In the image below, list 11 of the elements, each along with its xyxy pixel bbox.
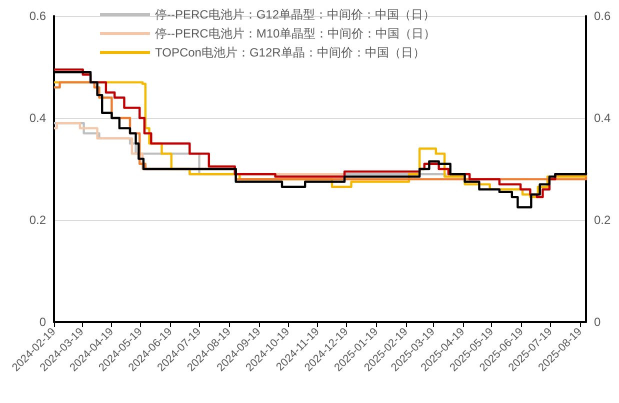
y-tick-label: 0.2 <box>29 213 46 227</box>
legend-label: 停--PERC电池片：M10单晶型：中间价：中国（日） <box>155 26 436 40</box>
y2-tick-label: 0 <box>594 315 601 329</box>
y-tick-label: 0.6 <box>29 9 46 23</box>
y-tick-label: 0.4 <box>29 111 46 125</box>
y2-tick-label: 0.6 <box>594 9 612 23</box>
y-tick-label: 0 <box>39 315 46 329</box>
y2-tick-label: 0.2 <box>594 213 612 227</box>
y2-tick-label: 0.4 <box>594 111 612 125</box>
legend-label: TOPCon电池片：G12R单晶：中间价：中国（日） <box>155 46 425 60</box>
legend-label: 停--PERC电池片：G12单晶型：中间价：中国（日） <box>155 8 436 22</box>
